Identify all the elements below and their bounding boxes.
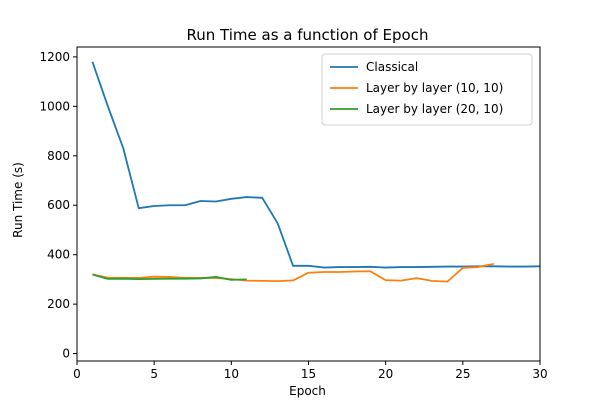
legend-label-2: Layer by layer (10, 10): [366, 81, 503, 95]
y-tick-label: 600: [47, 198, 70, 212]
legend-box: [321, 53, 533, 126]
legend-label-1: Classical: [366, 60, 418, 74]
series-line-3: [92, 273, 247, 281]
series-line-1: [91, 61, 541, 269]
x-tick-label: 20: [378, 367, 393, 381]
x-tick-label: 25: [455, 367, 470, 381]
y-tick-label: 0: [62, 347, 70, 361]
x-axis-label: Epoch: [289, 384, 326, 398]
legend-label-3: Layer by layer (20, 10): [366, 102, 503, 116]
x-tick-label: 30: [532, 367, 547, 381]
x-tick-label: 5: [150, 367, 158, 381]
legend: Classical Layer by layer (10, 10) Layer by…: [321, 53, 533, 126]
x-tick-label: 10: [224, 367, 239, 381]
chart-title: Run Time as a function of Epoch: [187, 26, 429, 44]
y-tick-label: 1000: [39, 99, 70, 113]
y-tick-label: 400: [47, 248, 70, 262]
x-tick-label: 15: [301, 367, 316, 381]
x-tick-label: 0: [73, 367, 81, 381]
plot-area: 0 5 10 15 20 25 30 0 200 400 600 800 1000 1200: [39, 46, 548, 381]
series-line-2: [92, 262, 494, 283]
y-axis-label: Run Time (s): [11, 162, 25, 238]
y-tick-label: 800: [47, 149, 70, 163]
y-tick-label: 200: [47, 297, 70, 311]
y-tick-label: 1200: [39, 50, 70, 64]
